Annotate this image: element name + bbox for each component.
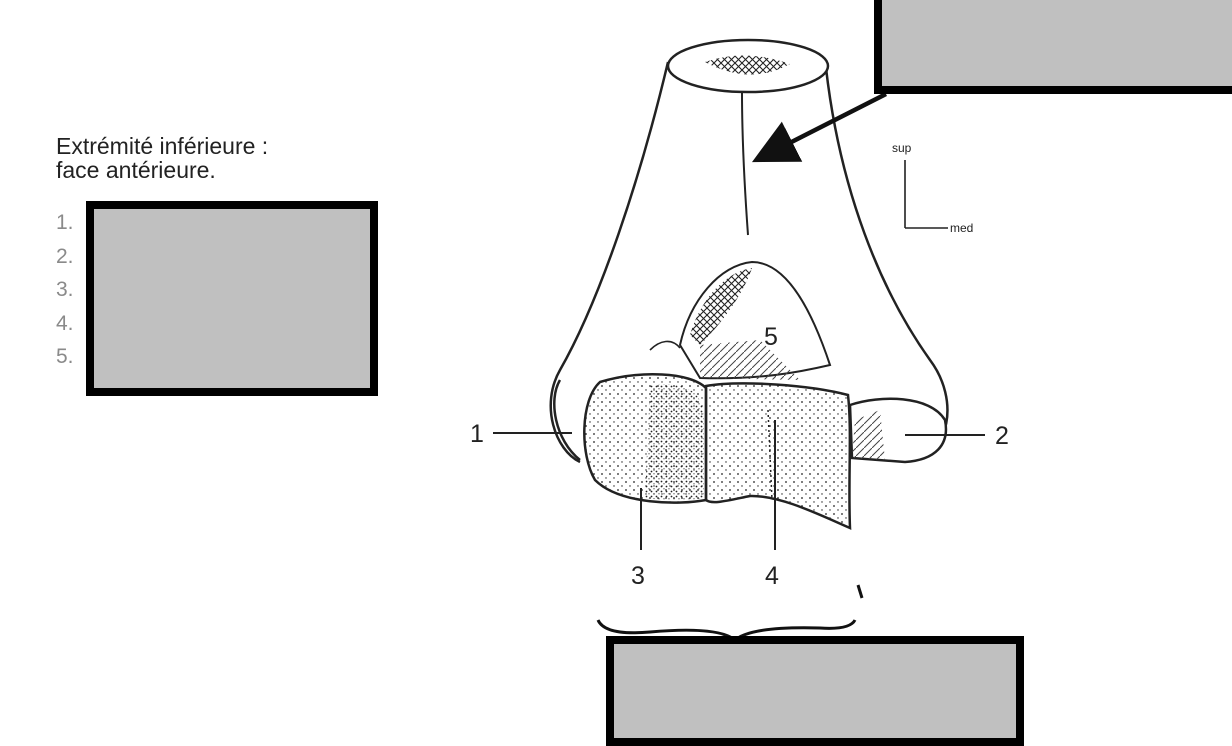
legend-list: 1. 2. 3. 4. 5. — [56, 206, 74, 374]
trochlea — [704, 382, 852, 530]
figure-caption: Extrémité inférieure : face antérieure. — [56, 134, 268, 182]
pointer-arrow — [751, 91, 888, 163]
label-2: 2 — [995, 422, 1009, 450]
label-1: 1 — [470, 420, 484, 448]
orientation-indicator: sup med — [892, 141, 973, 235]
legend-item-3: 3. — [56, 278, 74, 301]
ridge-line — [741, 91, 749, 236]
legend-item-5: 5. — [56, 345, 74, 368]
cut-section-hatching — [705, 55, 790, 75]
label-5: 5 — [764, 323, 778, 351]
leader-lines — [493, 420, 985, 550]
caption-line-2: face antérieure. — [56, 157, 216, 183]
hidden-answer-top — [874, 0, 1232, 94]
orientation-sup: sup — [892, 141, 912, 155]
legend-item-4: 4. — [56, 311, 74, 335]
legend-item-1: 1. — [56, 211, 74, 234]
caption-line-1: Extrémité inférieure : — [56, 133, 269, 159]
hidden-answer-bottom — [606, 636, 1024, 746]
hidden-answer-legend — [86, 201, 378, 396]
legend-item-2: 2. — [56, 244, 74, 268]
orientation-med: med — [950, 221, 973, 235]
label-4: 4 — [765, 562, 779, 590]
label-3: 3 — [631, 562, 645, 590]
